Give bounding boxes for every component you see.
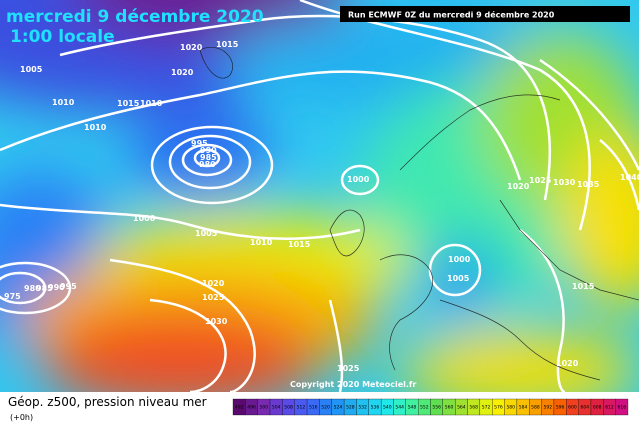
colorbar-label: 600: [568, 405, 577, 411]
colorbar-label: 568: [469, 405, 478, 411]
isobar-label: 1005: [447, 274, 470, 283]
isobar-label: 1000: [347, 175, 370, 184]
isobar-label: 995: [191, 139, 208, 148]
isobar-label: 1000: [133, 214, 156, 223]
colorbar-label: 496: [247, 405, 256, 411]
map-time: 1:00 locale: [10, 27, 115, 47]
isobar-label: 1025: [529, 176, 552, 185]
colorbar-label: 580: [506, 405, 515, 411]
run-label: Run ECMWF 0Z du mercredi 9 décembre 2020: [348, 10, 555, 20]
isobar-label: 985: [200, 153, 217, 162]
colorbar-label: 536: [371, 405, 380, 411]
isobar-label: 1025: [202, 293, 225, 302]
isobar-label: 1020: [180, 43, 203, 52]
isobar-label: 1010: [140, 99, 163, 108]
isobar-label: 990: [200, 146, 217, 155]
colorbar-label: 560: [445, 405, 454, 411]
isobar-label: 1025: [337, 364, 360, 373]
map-title: mercredi 9 décembre 2020: [6, 7, 264, 27]
copyright: Copyright 2020 Meteociel.fr: [290, 380, 416, 389]
colorbar-label: 512: [297, 405, 306, 411]
isobar-label: 1020: [507, 182, 530, 191]
colorbar-label: 564: [457, 405, 466, 411]
isobar-label: 990: [48, 283, 65, 292]
colorbar-label: 516: [309, 405, 318, 411]
colorbar-label: 552: [420, 405, 429, 411]
colorbar-label: 532: [358, 405, 367, 411]
isobar-label: 985: [36, 284, 53, 293]
isobar-label: 1030: [553, 178, 576, 187]
isobar-label: 975: [4, 292, 21, 301]
colorbar-label: 524: [334, 405, 343, 411]
colorbar-label: 556: [432, 405, 441, 411]
colorbar-label: 616: [618, 405, 627, 411]
colorbar-label: 508: [284, 405, 293, 411]
colorbar-label: 584: [519, 405, 528, 411]
isobar-label: 1005: [20, 65, 43, 74]
colorbar-label: 588: [531, 405, 540, 411]
isobar-label: 1020: [202, 279, 225, 288]
colorbar-label: 604: [581, 405, 590, 411]
colorbar-swatch: [615, 398, 629, 416]
isobar-label: 1015: [288, 240, 311, 249]
isobar-label: 1035: [577, 180, 600, 189]
colorbar: 492 496 500 504 508 512 516 520 524 528 532 536 540 5…: [232, 398, 629, 416]
isobar-label: 1010: [250, 238, 273, 247]
coastlines: [199, 47, 639, 381]
colorbar-label: 608: [593, 405, 602, 411]
isobar-label: 1015: [117, 99, 140, 108]
colorbar-label: 596: [556, 405, 565, 411]
colorbar-label: 492: [235, 405, 244, 411]
legend-title: Géop. z500, pression niveau mer: [8, 395, 207, 409]
colorbar-label: 504: [272, 405, 281, 411]
isobar-label: 1020: [556, 359, 579, 368]
colorbar-label: 540: [383, 405, 392, 411]
isobar-label: 1000: [448, 255, 471, 264]
legend-step: (+0h): [10, 413, 33, 422]
isobar-label: 980: [199, 160, 216, 169]
isobar-label: 1015: [572, 282, 595, 291]
colorbar-label: 576: [494, 405, 503, 411]
isobar-label: 1005: [195, 229, 218, 238]
colorbar-label: 544: [395, 405, 404, 411]
isobar-label: 1010: [84, 123, 107, 132]
colorbar-label: 612: [605, 405, 614, 411]
isobar-label: 1040: [620, 173, 639, 182]
isobar-label: 995: [60, 282, 77, 291]
isobar-label: 1030: [205, 317, 228, 326]
run-box: [340, 6, 630, 22]
isobar-label: 1015: [216, 40, 239, 49]
isobar-label: 1020: [171, 68, 194, 77]
colorbar-label: 592: [543, 405, 552, 411]
isobar-label: 1010: [52, 98, 75, 107]
isobar-label: 980: [24, 284, 41, 293]
colorbar-label: 548: [408, 405, 417, 411]
colorbar-label: 528: [346, 405, 355, 411]
colorbar-label: 500: [260, 405, 269, 411]
colorbar-label: 572: [482, 405, 491, 411]
colorbar-label: 520: [321, 405, 330, 411]
